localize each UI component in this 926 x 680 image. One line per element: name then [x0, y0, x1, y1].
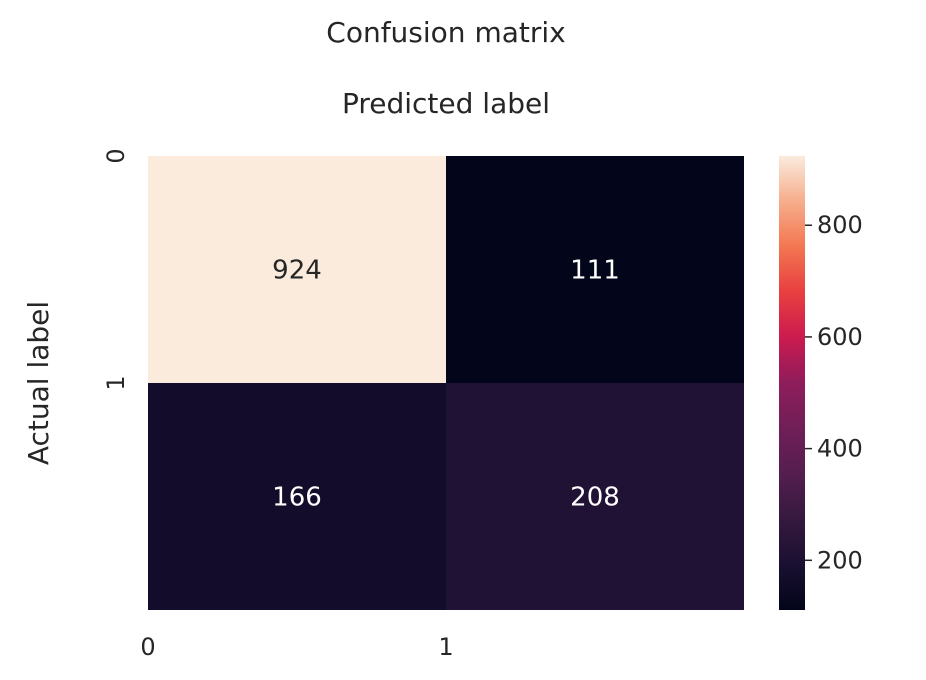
colorbar: [779, 156, 805, 610]
heatmap-annotations: 924 111 166 208: [272, 256, 620, 513]
heatmap-cell-1-0: [148, 383, 446, 610]
heatmap-cell-1-1: [446, 383, 744, 610]
cell-value-label: 166: [272, 483, 322, 513]
colorbar-tick-label: 600: [817, 323, 863, 351]
colorbar-tick-label: 400: [817, 435, 863, 463]
heatmap-cell-0-0: [148, 156, 446, 383]
heatmap-cells: [148, 156, 744, 610]
x-tick-label: 0: [140, 633, 155, 661]
y-tick-labels: 01: [102, 148, 130, 390]
colorbar-tick-label: 200: [817, 546, 863, 574]
heatmap-cell-0-1: [446, 156, 744, 383]
cell-value-label: 208: [570, 483, 620, 513]
x-axis-label: Predicted label: [342, 87, 550, 120]
chart-title: Confusion matrix: [326, 16, 565, 49]
y-axis-label: Actual label: [22, 301, 55, 465]
colorbar-tick-label: 800: [817, 211, 863, 239]
colorbar-ticks: 200 400 600 800: [805, 211, 863, 574]
y-tick-label: 0: [102, 148, 130, 163]
cell-value-label: 111: [570, 256, 620, 286]
cell-value-label: 924: [272, 256, 322, 286]
x-tick-label: 1: [438, 633, 453, 661]
y-tick-label: 1: [102, 375, 130, 390]
